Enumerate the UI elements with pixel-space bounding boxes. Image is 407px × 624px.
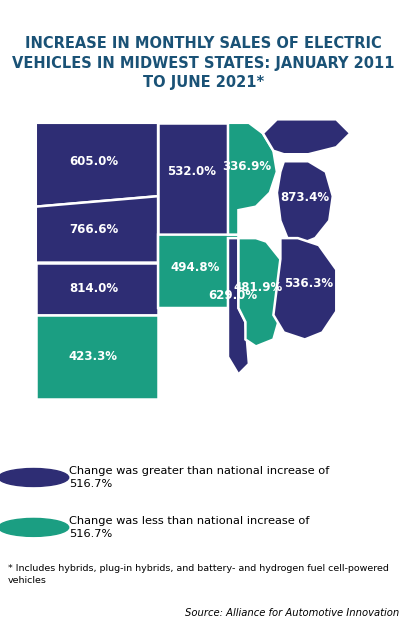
- Circle shape: [0, 469, 69, 487]
- Text: 532.0%: 532.0%: [167, 165, 216, 178]
- Text: 336.9%: 336.9%: [223, 160, 272, 173]
- Polygon shape: [158, 123, 239, 235]
- Text: 423.3%: 423.3%: [69, 351, 118, 363]
- Polygon shape: [36, 263, 158, 315]
- Polygon shape: [36, 123, 158, 207]
- Text: 494.8%: 494.8%: [170, 261, 219, 275]
- Text: Change was greater than national increase of
516.7%: Change was greater than national increas…: [69, 466, 329, 489]
- Text: Change was less than national increase of
516.7%: Change was less than national increase o…: [69, 516, 309, 539]
- Circle shape: [0, 519, 69, 537]
- Text: * Includes hybrids, plug-in hybrids, and battery- and hydrogen fuel cell-powered: * Includes hybrids, plug-in hybrids, and…: [8, 564, 389, 585]
- Text: 481.9%: 481.9%: [233, 281, 282, 293]
- Text: INCREASE IN MONTHLY SALES OF ELECTRIC
VEHICLES IN MIDWEST STATES: JANUARY 2011
T: INCREASE IN MONTHLY SALES OF ELECTRIC VE…: [12, 36, 395, 90]
- Text: 536.3%: 536.3%: [284, 277, 333, 290]
- Polygon shape: [239, 238, 280, 346]
- Text: 814.0%: 814.0%: [69, 282, 118, 295]
- Polygon shape: [274, 238, 336, 339]
- Polygon shape: [277, 161, 333, 245]
- Text: 766.6%: 766.6%: [69, 223, 118, 236]
- Polygon shape: [158, 235, 239, 308]
- Polygon shape: [228, 123, 277, 235]
- Polygon shape: [36, 196, 158, 263]
- Text: 873.4%: 873.4%: [280, 192, 329, 205]
- Text: 629.0%: 629.0%: [209, 290, 258, 302]
- Text: Source: Alliance for Automotive Innovation: Source: Alliance for Automotive Innovati…: [185, 608, 399, 618]
- Polygon shape: [228, 238, 249, 374]
- Text: 605.0%: 605.0%: [69, 155, 118, 168]
- Polygon shape: [36, 315, 158, 399]
- Polygon shape: [263, 119, 350, 154]
